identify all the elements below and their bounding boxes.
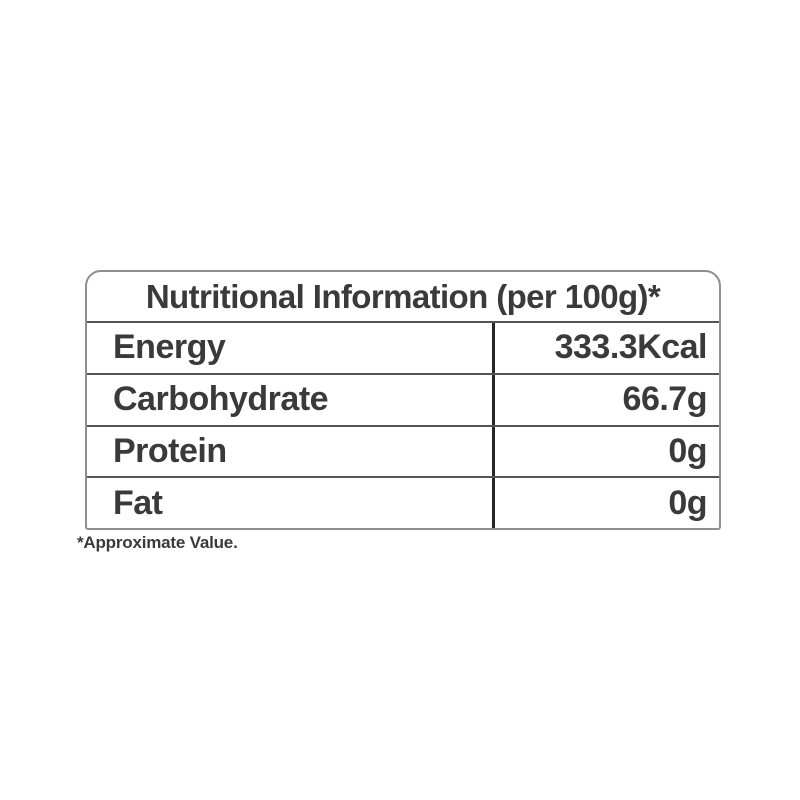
nutrient-name: Energy xyxy=(113,328,226,367)
nutrition-table-body: Energy 333.3Kcal Carbohydrate 66.7g Prot… xyxy=(87,323,719,528)
nutrient-name: Carbohydrate xyxy=(113,380,329,419)
nutrition-table-title: Nutritional Information (per 100g)* xyxy=(87,272,719,323)
approximate-value-footnote: *Approximate Value. xyxy=(77,533,238,552)
table-row-energy: Energy 333.3Kcal xyxy=(87,323,719,375)
nutrient-value: 66.7g xyxy=(492,374,719,425)
nutrient-value: 0g xyxy=(492,478,719,528)
table-row-carbohydrate: Carbohydrate 66.7g xyxy=(87,374,719,427)
nutrient-value: 333.3Kcal xyxy=(492,323,719,373)
table-row-fat: Fat 0g xyxy=(87,478,719,528)
nutrient-name: Fat xyxy=(113,483,163,522)
table-row-protein: Protein 0g xyxy=(87,426,719,479)
nutrition-facts-table: Nutritional Information (per 100g)* Ener… xyxy=(85,270,721,530)
nutrient-name: Protein xyxy=(113,431,227,470)
nutrient-value: 0g xyxy=(492,426,719,477)
